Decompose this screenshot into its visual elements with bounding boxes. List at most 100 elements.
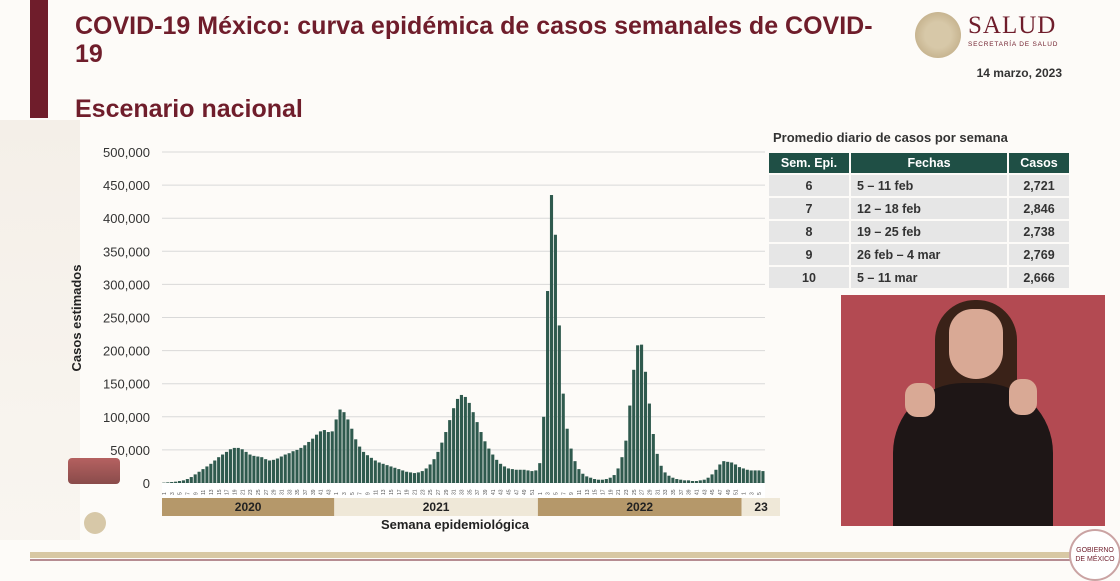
bar [479, 432, 483, 483]
bar [546, 291, 550, 483]
bar [690, 481, 695, 483]
bar [444, 432, 448, 483]
bar [342, 412, 346, 483]
table-cell: 2,721 [1009, 175, 1069, 196]
bar [730, 462, 734, 483]
bar [201, 469, 205, 483]
week-tick-label: 49 [726, 489, 732, 495]
bar [338, 409, 342, 483]
week-tick-label: 11 [201, 490, 207, 495]
bar [350, 428, 354, 483]
bar [526, 470, 530, 483]
bar [632, 369, 636, 483]
table-row: 6 5 – 11 feb 2,721 [769, 175, 1069, 196]
bar [463, 396, 467, 483]
page-subtitle: Escenario nacional [75, 95, 303, 123]
bar [475, 422, 479, 483]
bar [432, 459, 436, 483]
bar [177, 481, 182, 483]
bar [271, 459, 276, 483]
bar [389, 466, 393, 483]
week-tick-label: 13 [381, 489, 387, 495]
bar [745, 469, 749, 483]
bar [252, 455, 256, 483]
bar [205, 466, 209, 483]
week-tick-label: 33 [460, 489, 466, 495]
week-tick-label: 29 [647, 489, 653, 495]
report-date: 14 marzo, 2023 [976, 66, 1062, 80]
week-tick-label: 29 [444, 489, 450, 495]
bar [663, 472, 667, 483]
year-label: 2021 [423, 500, 450, 514]
week-tick-label: 13 [585, 489, 591, 495]
bar [318, 431, 323, 483]
bar [585, 476, 589, 483]
bar [166, 482, 170, 483]
week-tick-label: 35 [467, 489, 473, 495]
bar [275, 458, 279, 483]
bar [354, 439, 358, 483]
bar [283, 454, 287, 483]
bar [502, 466, 507, 483]
y-tick-label: 150,000 [103, 377, 150, 392]
sign-language-interpreter-video [841, 295, 1105, 526]
bar [213, 460, 217, 483]
bar [671, 477, 675, 483]
week-tick-label: 43 [326, 489, 332, 495]
table-cell: 26 feb – 4 mar [851, 244, 1007, 265]
table-cell: 12 – 18 feb [851, 198, 1007, 219]
bar [369, 457, 373, 483]
table-cell: 2,846 [1009, 198, 1069, 219]
week-tick-label: 41 [491, 489, 497, 495]
bar [499, 463, 503, 483]
week-tick-label: 47 [514, 489, 520, 495]
bar [448, 420, 452, 483]
brand-side-bar [30, 0, 48, 118]
small-emblem-icon [84, 512, 106, 534]
bar [295, 449, 299, 483]
bar [307, 441, 311, 483]
bar [647, 403, 651, 483]
bar [260, 457, 264, 483]
bar [628, 405, 632, 483]
bar [181, 480, 185, 483]
bar [643, 371, 648, 483]
week-tick-label: 21 [240, 489, 246, 495]
footer-band [30, 552, 1070, 558]
week-tick-label: 3 [342, 492, 348, 495]
y-tick-label: 0 [143, 476, 150, 491]
bar [612, 475, 616, 483]
bar [303, 445, 307, 483]
bar [240, 449, 244, 483]
week-tick-label: 17 [397, 489, 403, 495]
bar [573, 461, 577, 483]
bar [358, 446, 362, 483]
y-tick-label: 200,000 [103, 344, 150, 359]
bar [722, 461, 726, 483]
week-tick-label: 11 [577, 490, 583, 495]
y-axis-label: Casos estimados [69, 265, 84, 372]
bar [346, 419, 350, 483]
bar [322, 430, 326, 483]
x-axis-label: Semana epidemiológica [381, 517, 530, 532]
bar [608, 477, 612, 483]
bar [686, 480, 691, 483]
week-tick-label: 5 [178, 492, 184, 495]
coat-of-arms-icon [915, 12, 961, 58]
bar [718, 464, 722, 483]
bar [565, 428, 569, 483]
bar [209, 463, 213, 483]
bar [381, 463, 385, 483]
bar [311, 438, 315, 483]
week-tick-label: 23 [248, 489, 254, 495]
bar [221, 454, 225, 483]
week-tick-label: 7 [358, 492, 364, 495]
week-tick-label: 1 [741, 492, 747, 495]
year-label: 2020 [235, 500, 262, 514]
interpreter-face [949, 309, 1003, 379]
bar [710, 474, 714, 483]
bar [412, 473, 417, 483]
bar [405, 471, 409, 483]
week-tick-label: 9 [569, 492, 575, 495]
bar [514, 469, 518, 483]
